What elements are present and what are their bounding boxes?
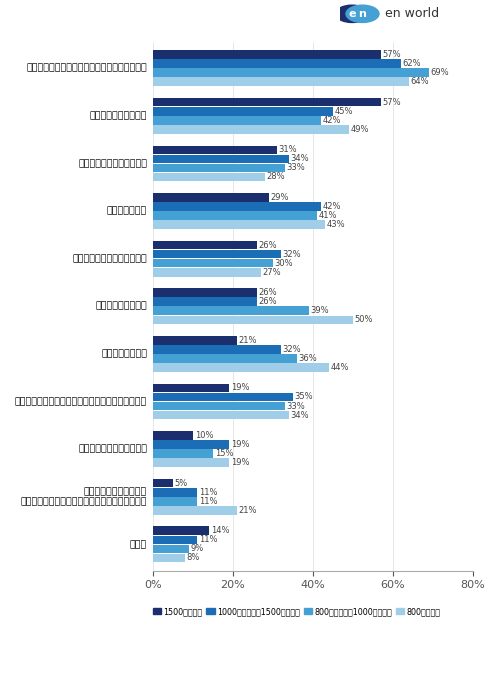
Text: 11%: 11% [199, 488, 218, 497]
Bar [153, 297, 256, 306]
Text: 69%: 69% [430, 68, 450, 78]
Text: en world: en world [385, 7, 439, 20]
Text: 19%: 19% [231, 384, 250, 392]
Text: 32%: 32% [282, 345, 302, 354]
Text: 34%: 34% [290, 410, 310, 419]
Text: 19%: 19% [231, 440, 250, 449]
Text: 11%: 11% [199, 535, 218, 545]
Text: 39%: 39% [310, 306, 330, 315]
Bar [153, 384, 229, 392]
Text: 28%: 28% [266, 173, 285, 181]
Circle shape [336, 5, 368, 22]
Text: 33%: 33% [286, 163, 306, 173]
Bar [153, 488, 197, 497]
Text: 29%: 29% [270, 193, 289, 202]
Text: 41%: 41% [318, 211, 337, 220]
Bar [153, 431, 193, 440]
Bar [153, 479, 173, 487]
Bar [153, 78, 408, 86]
Text: 31%: 31% [278, 146, 297, 154]
Text: 26%: 26% [258, 288, 278, 297]
Text: 26%: 26% [258, 241, 278, 249]
Text: 34%: 34% [290, 154, 310, 163]
Circle shape [346, 5, 379, 22]
Legend: 1500万円以上, 1000万円以上～1500万円未満, 800万円以上～1000万円未満, 800万円未満: 1500万円以上, 1000万円以上～1500万円未満, 800万円以上～100… [150, 604, 444, 619]
Text: 49%: 49% [350, 125, 369, 134]
Text: e: e [348, 9, 356, 19]
Bar [153, 164, 284, 173]
Bar [153, 107, 332, 115]
Bar [153, 354, 296, 363]
Text: 21%: 21% [239, 506, 258, 515]
Text: 5%: 5% [175, 479, 188, 488]
Bar [153, 125, 348, 133]
Bar [153, 241, 256, 249]
Bar [153, 220, 324, 229]
Bar [153, 336, 237, 344]
Bar [153, 506, 237, 515]
Text: 64%: 64% [410, 78, 430, 86]
Bar [153, 393, 292, 401]
Text: 32%: 32% [282, 249, 302, 259]
Bar [153, 51, 380, 59]
Bar [153, 173, 264, 181]
Bar [153, 458, 229, 467]
Bar [153, 526, 209, 535]
Bar [153, 536, 197, 544]
Text: 42%: 42% [322, 116, 341, 125]
Text: 57%: 57% [382, 50, 402, 59]
Text: 10%: 10% [195, 431, 214, 440]
Text: 30%: 30% [274, 259, 293, 268]
Bar [153, 315, 352, 324]
Bar [153, 288, 256, 297]
Text: 8%: 8% [187, 553, 200, 562]
Bar [153, 59, 400, 68]
Text: 45%: 45% [334, 106, 353, 116]
Text: 36%: 36% [298, 354, 318, 363]
Text: 14%: 14% [211, 526, 230, 535]
Text: 33%: 33% [286, 402, 306, 410]
Bar [153, 193, 268, 202]
Bar [153, 116, 320, 125]
Bar [153, 268, 260, 276]
Bar [153, 402, 284, 410]
Text: 21%: 21% [239, 336, 258, 345]
Text: 35%: 35% [294, 392, 314, 402]
Bar [153, 450, 213, 458]
Bar [153, 363, 328, 372]
Bar [153, 68, 428, 77]
Text: 50%: 50% [354, 315, 373, 324]
Bar [153, 545, 189, 553]
Text: 9%: 9% [191, 545, 204, 553]
Text: 62%: 62% [402, 59, 421, 68]
Text: 26%: 26% [258, 297, 278, 306]
Text: 11%: 11% [199, 497, 218, 506]
Bar [153, 154, 288, 163]
Bar [153, 497, 197, 506]
Bar [153, 345, 280, 354]
Bar [153, 202, 320, 211]
Bar [153, 440, 229, 449]
Bar [153, 98, 380, 106]
Text: 19%: 19% [231, 458, 250, 467]
Bar [153, 211, 316, 220]
Text: 57%: 57% [382, 98, 402, 106]
Bar [153, 410, 288, 419]
Bar [153, 307, 308, 315]
Bar [153, 259, 272, 268]
Bar [153, 146, 276, 154]
Text: 15%: 15% [215, 449, 234, 458]
Text: 42%: 42% [322, 202, 341, 211]
Text: n: n [358, 9, 366, 19]
Bar [153, 250, 280, 258]
Text: 43%: 43% [326, 220, 345, 229]
Text: 44%: 44% [330, 363, 349, 372]
Bar [153, 553, 185, 562]
Text: 27%: 27% [262, 268, 281, 277]
